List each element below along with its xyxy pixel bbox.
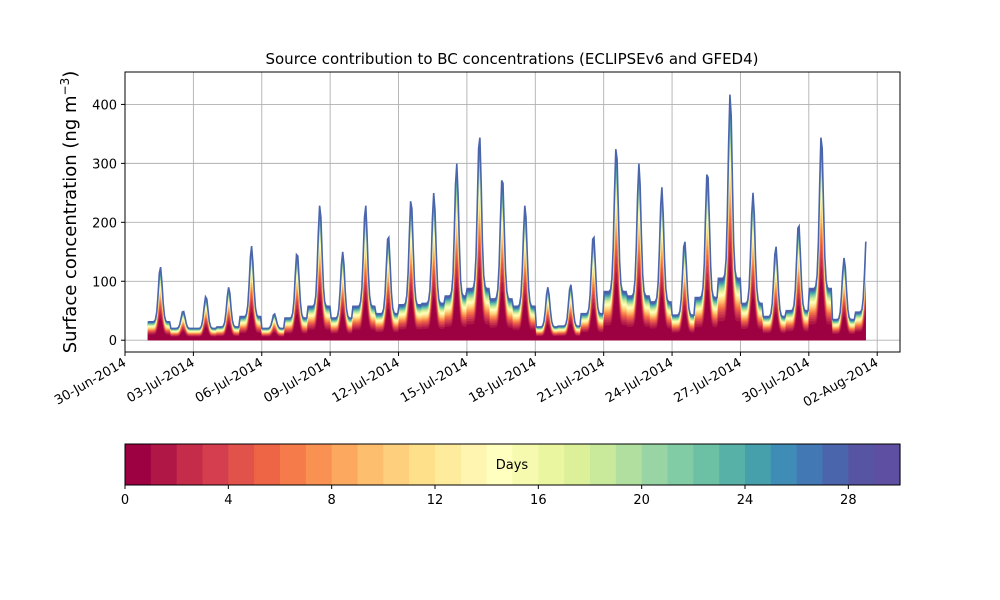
colorbar-tick-label: 24 <box>737 493 754 508</box>
colorbar-segment <box>460 444 488 485</box>
colorbar-tick-label: 8 <box>328 493 336 508</box>
colorbar-segment <box>383 444 410 485</box>
colorbar-segment <box>796 444 824 485</box>
y-axis-label: Surface concentration (ng m−3) <box>58 71 81 354</box>
colorbar-segment <box>280 444 307 485</box>
x-tick-label: 03-Jul-2014 <box>125 355 198 406</box>
colorbar-segment <box>512 444 539 485</box>
colorbar-segment <box>305 444 333 485</box>
colorbar-tick-label: 16 <box>530 493 547 508</box>
x-tick-label: 27-Jul-2014 <box>672 355 745 406</box>
colorbar-segment <box>228 444 255 485</box>
area-layer-day-0 <box>147 265 866 341</box>
colorbar-segment <box>693 444 720 485</box>
x-tick-label: 09-Jul-2014 <box>261 355 334 406</box>
colorbar-frame <box>124 443 901 486</box>
colorbar-segment <box>770 444 798 485</box>
colorbar-segment <box>667 444 694 485</box>
colorbar-segment <box>150 444 178 485</box>
x-tick-label: 06-Jul-2014 <box>193 355 266 406</box>
plot-area: 0 100 200 300 400 30-Jun-201403-Jul-201406-Ju… <box>52 71 901 411</box>
colorbar-segment <box>357 444 384 485</box>
colorbar-segment <box>202 444 229 485</box>
colorbar-label: Days <box>496 458 529 473</box>
y-tick-label: 200 <box>92 216 117 231</box>
colorbar-segment <box>874 444 901 485</box>
colorbar-tick-label: 0 <box>121 493 129 508</box>
colorbar: Days 0 4 8 12 16 20 24 28 <box>121 443 901 508</box>
x-tick-label: 15-Jul-2014 <box>398 355 471 406</box>
y-tick-label: 400 <box>92 98 117 113</box>
x-tick-label: 30-Jun-2014 <box>52 355 129 408</box>
colorbar-segment <box>409 444 436 485</box>
colorbar-segment <box>254 444 281 485</box>
plot-frame <box>124 71 901 353</box>
colorbar-segment <box>590 444 617 485</box>
colorbar-tick-label: 12 <box>427 493 444 508</box>
colorbar-tick-label: 20 <box>633 493 650 508</box>
colorbar-segment <box>125 444 152 485</box>
x-tick-label: 21-Jul-2014 <box>535 355 608 406</box>
y-axis-label-sup: −3 <box>58 78 72 96</box>
chart-title: Source contribution to BC concentrations… <box>265 50 758 68</box>
colorbar-tick-label: 28 <box>840 493 857 508</box>
y-tick-label: 0 <box>109 334 117 349</box>
colorbar-segment <box>331 444 359 485</box>
total-line <box>147 94 867 330</box>
y-tick-label: 300 <box>92 157 117 172</box>
x-tick-label: 18-Jul-2014 <box>466 355 539 406</box>
x-tick-label: 12-Jul-2014 <box>330 355 403 406</box>
colorbar-segment <box>564 444 591 485</box>
x-tick-label: 24-Jul-2014 <box>603 355 676 406</box>
y-axis-label-close: ) <box>60 71 81 78</box>
colorbar-segment <box>822 444 849 485</box>
colorbar-segment <box>538 444 565 485</box>
x-tick-label: 02-Aug-2014 <box>801 355 881 410</box>
colorbar-segment <box>615 444 643 485</box>
colorbar-segment <box>641 444 669 485</box>
colorbar-segment <box>435 444 462 485</box>
stacked-area <box>147 94 867 341</box>
colorbar-segment <box>176 444 204 485</box>
colorbar-segment <box>486 444 514 485</box>
colorbar-segment <box>719 444 746 485</box>
colorbar-segment <box>848 444 875 485</box>
y-axis-label-main: Surface concentration (ng m <box>60 95 81 353</box>
y-tick-label: 100 <box>92 275 117 290</box>
colorbar-segment <box>745 444 772 485</box>
colorbar-tick-label: 4 <box>224 493 232 508</box>
